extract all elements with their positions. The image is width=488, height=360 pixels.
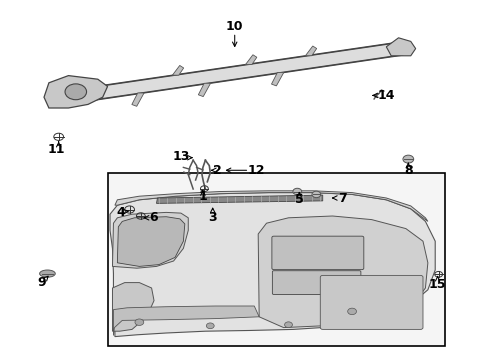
Polygon shape (112, 212, 188, 268)
FancyBboxPatch shape (272, 271, 360, 294)
Text: 14: 14 (377, 89, 394, 102)
Polygon shape (271, 73, 283, 86)
Polygon shape (112, 283, 154, 331)
Polygon shape (132, 93, 144, 106)
Text: 3: 3 (208, 211, 217, 224)
Text: 5: 5 (294, 193, 303, 206)
Polygon shape (258, 216, 427, 328)
Polygon shape (113, 306, 259, 336)
Text: 7: 7 (337, 192, 346, 204)
Text: 10: 10 (225, 21, 243, 33)
Polygon shape (115, 191, 427, 221)
Polygon shape (386, 38, 415, 56)
Text: 11: 11 (47, 143, 65, 156)
FancyBboxPatch shape (320, 275, 422, 329)
Text: 8: 8 (403, 165, 412, 177)
Circle shape (347, 308, 356, 315)
Circle shape (65, 84, 86, 100)
Text: 12: 12 (247, 164, 265, 177)
Polygon shape (117, 217, 184, 266)
Circle shape (311, 191, 320, 198)
Polygon shape (198, 83, 210, 96)
Text: 6: 6 (149, 211, 158, 224)
Circle shape (206, 323, 214, 329)
FancyBboxPatch shape (271, 236, 363, 270)
Polygon shape (245, 55, 256, 64)
Text: 1: 1 (198, 190, 207, 203)
Text: 9: 9 (37, 276, 46, 289)
Polygon shape (172, 66, 183, 75)
Circle shape (402, 155, 413, 163)
Ellipse shape (40, 270, 55, 277)
Circle shape (284, 322, 292, 328)
Polygon shape (66, 42, 402, 104)
Text: 13: 13 (172, 150, 189, 163)
Polygon shape (110, 193, 434, 337)
Polygon shape (305, 46, 316, 56)
Circle shape (135, 319, 143, 325)
Circle shape (292, 188, 301, 195)
Text: 15: 15 (428, 278, 446, 291)
Text: 4: 4 (117, 206, 125, 219)
FancyBboxPatch shape (107, 173, 444, 346)
Text: 2: 2 (213, 164, 222, 177)
Polygon shape (156, 195, 322, 203)
Polygon shape (44, 76, 107, 108)
